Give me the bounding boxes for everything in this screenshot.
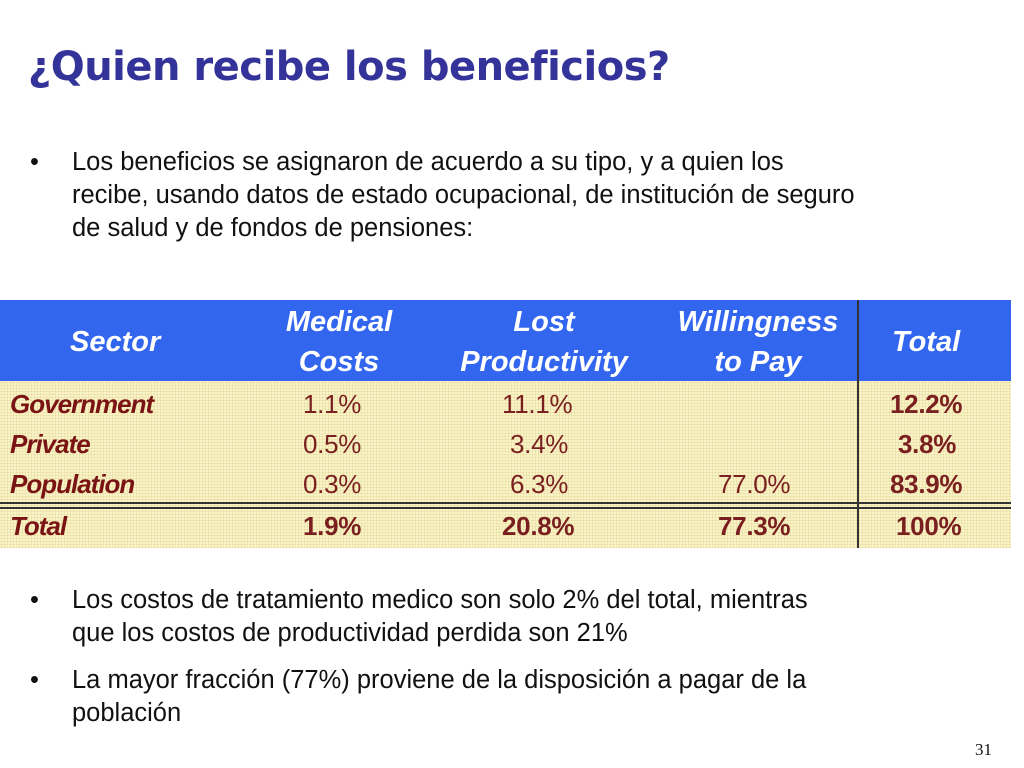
bullet-glyph: • — [30, 586, 39, 614]
row-government-total: 12.2% — [890, 389, 963, 419]
bullet-glyph: • — [30, 148, 39, 176]
benefits-table: Sector Medical Costs Lost Productivity W… — [0, 300, 1011, 548]
row-population-total: 83.9% — [890, 469, 963, 499]
row-private-medical: 0.5% — [303, 429, 362, 459]
bullet-glyph: • — [30, 666, 39, 694]
table-divider-top — [0, 502, 1011, 504]
bottom-bullet-2-line-1: La mayor fracción (77%) proviene de la d… — [72, 666, 807, 694]
row-government-lost: 11.1% — [502, 389, 573, 419]
header-lost: Lost Productivity — [446, 302, 642, 382]
row-population-willingness: 77.0% — [718, 469, 791, 499]
row-government-medical: 1.1% — [303, 389, 362, 419]
header-lost-line-1: Lost — [513, 306, 575, 338]
header-medical: Medical Costs — [266, 302, 412, 382]
bottom-bullet-1-text: Los costos de tratamiento medico son sol… — [72, 584, 808, 650]
header-medical-line-2: Costs — [298, 346, 380, 378]
intro-line-2: recibe, usando datos de estado ocupacion… — [72, 181, 855, 209]
row-private-lost: 3.4% — [510, 429, 569, 459]
header-lost-line-2: Productivity — [460, 346, 628, 378]
header-sector: Sector — [70, 326, 161, 358]
row-population-medical: 0.3% — [303, 469, 362, 499]
row-government-sector: Government — [10, 389, 154, 419]
bottom-bullet-2-text: La mayor fracción (77%) proviene de la d… — [72, 664, 806, 730]
header-medical-line-1: Medical — [285, 306, 393, 338]
header-willingness: Willingness to Pay — [662, 302, 854, 382]
intro-line-1: Los beneficios se asignaron de acuerdo a… — [72, 148, 784, 176]
header-willingness-line-2: to Pay — [714, 346, 802, 378]
table-divider-bottom — [0, 507, 1011, 509]
row-population-lost: 6.3% — [510, 469, 569, 499]
row-private-sector: Private — [10, 429, 91, 459]
page-number: 31 — [975, 740, 992, 759]
slide-title: ¿Quien recibe los beneficios? — [28, 44, 670, 90]
row-population-sector: Population — [10, 469, 135, 499]
intro-bullet-text: Los beneficios se asignaron de acuerdo a… — [72, 146, 855, 245]
bottom-bullet-1-line-2: que los costos de productividad perdida … — [72, 619, 628, 647]
header-willingness-line-1: Willingness — [677, 306, 839, 338]
table-header: Sector Medical Costs Lost Productivity W… — [0, 300, 1011, 381]
intro-line-3: de salud y de fondos de pensiones: — [72, 214, 474, 242]
row-private-total: 3.8% — [898, 429, 957, 459]
row-total-sector: Total — [10, 511, 67, 541]
header-total: Total — [892, 326, 961, 358]
bottom-bullet-1-line-1: Los costos de tratamiento medico son sol… — [72, 586, 808, 614]
row-total-medical: 1.9% — [303, 511, 362, 541]
bottom-bullet-2-line-2: población — [72, 699, 182, 727]
table-vertical-divider — [857, 300, 859, 548]
row-total-lost: 20.8% — [502, 511, 575, 541]
row-total-total: 100% — [896, 511, 962, 541]
row-total-willingness: 77.3% — [718, 511, 791, 541]
